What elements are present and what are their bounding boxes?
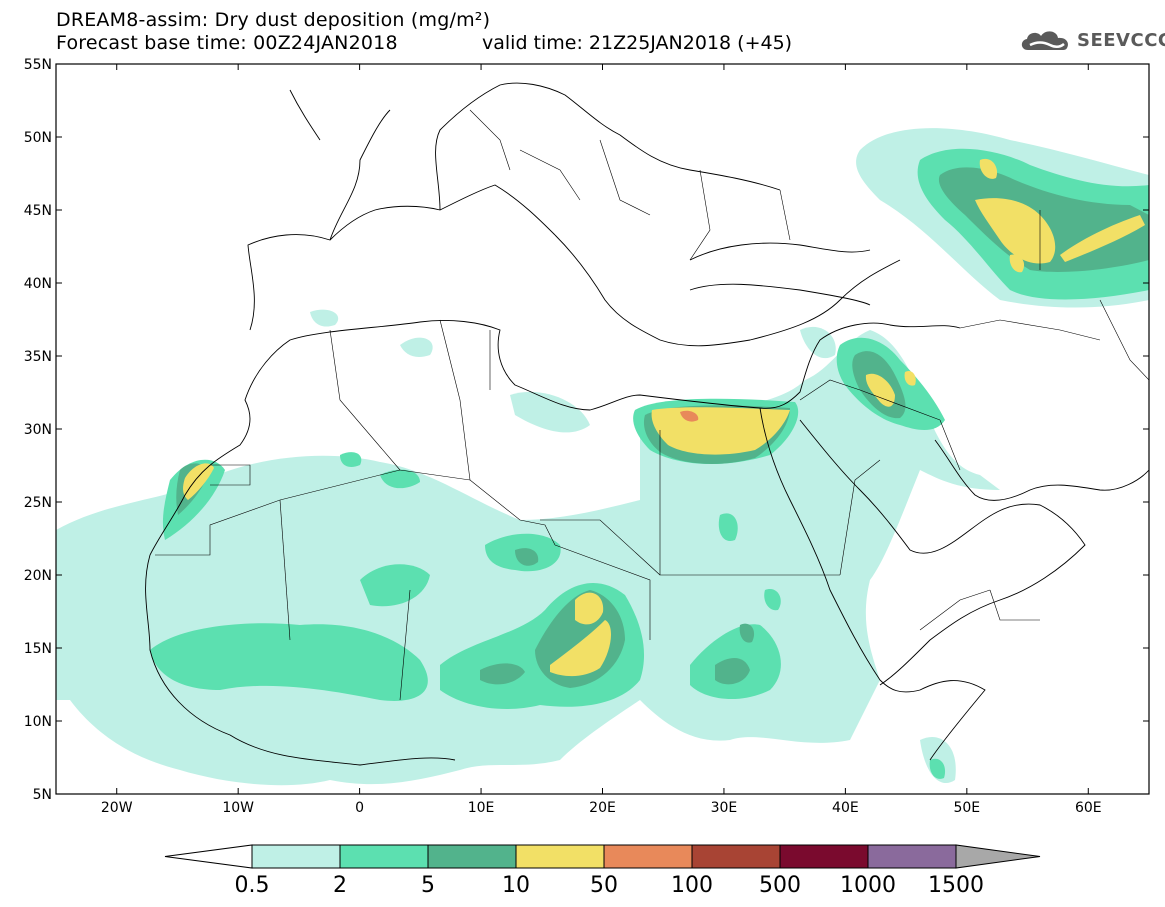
lon-label: 40E: [832, 800, 859, 816]
legend-swatch: [251, 844, 341, 869]
logo-text: SEEVCCC: [1077, 29, 1165, 51]
legend-swatch: [691, 844, 781, 869]
legend-label: 0.5: [235, 873, 270, 898]
legend-swatch-low: [164, 844, 253, 869]
legend-swatch: [867, 844, 957, 869]
legend-label: 500: [759, 873, 801, 898]
lon-label: 10E: [468, 800, 495, 816]
coastlines: [145, 82, 1149, 766]
cloud-logo-icon: [1021, 31, 1068, 50]
legend-label: 100: [671, 873, 713, 898]
country-borders: [155, 109, 1149, 701]
legend-label: 1000: [840, 873, 896, 898]
longitude-axis: 20W 10W 0 10E 20E 30E 40E 50E 60E: [101, 64, 1102, 816]
legend-swatch: [515, 844, 605, 869]
lon-label: 60E: [1075, 800, 1102, 816]
lat-label: 45N: [24, 203, 52, 219]
legend-label: 10: [502, 873, 530, 898]
map-title: DREAM8-assim: Dry dust deposition (mg/m²…: [56, 9, 491, 31]
lon-label: 20W: [101, 800, 133, 816]
lat-label: 20N: [24, 568, 52, 584]
legend-label: 5: [421, 873, 435, 898]
lat-label: 15N: [24, 641, 52, 657]
lon-label: 50E: [953, 800, 980, 816]
legend-swatch: [779, 844, 869, 869]
legend-swatch: [427, 844, 517, 869]
lat-label: 5N: [33, 787, 52, 803]
lon-label: 30E: [711, 800, 738, 816]
legend-label: 1500: [928, 873, 984, 898]
lat-label: 30N: [24, 422, 52, 438]
legend-swatch-high: [955, 844, 1041, 869]
legend-label: 50: [590, 873, 618, 898]
lat-label: 55N: [24, 57, 52, 73]
forecast-base-time: Forecast base time: 00Z24JAN2018: [56, 32, 398, 54]
lat-label: 35N: [24, 349, 52, 365]
valid-time: valid time: 21Z25JAN2018 (+45): [482, 32, 793, 54]
seevccc-logo: SEEVCCC: [1018, 26, 1165, 54]
latitude-axis: 55N 50N 45N 40N 35N 30N 25N 20N 15N 10N 5N: [24, 57, 1149, 803]
lon-label: 20E: [589, 800, 616, 816]
lat-label: 25N: [24, 495, 52, 511]
legend-swatch: [339, 844, 429, 869]
lat-label: 50N: [24, 130, 52, 146]
lon-label: 0: [355, 800, 364, 816]
lon-label: 10W: [222, 800, 254, 816]
lat-label: 40N: [24, 276, 52, 292]
lat-label: 10N: [24, 714, 52, 730]
dust-level-50: [680, 410, 699, 422]
color-legend: 0.5 2 5 10 50 100 500 1000 1500: [164, 844, 1041, 898]
legend-swatch: [603, 844, 693, 869]
dust-field: [56, 128, 1149, 786]
legend-label: 2: [333, 873, 347, 898]
